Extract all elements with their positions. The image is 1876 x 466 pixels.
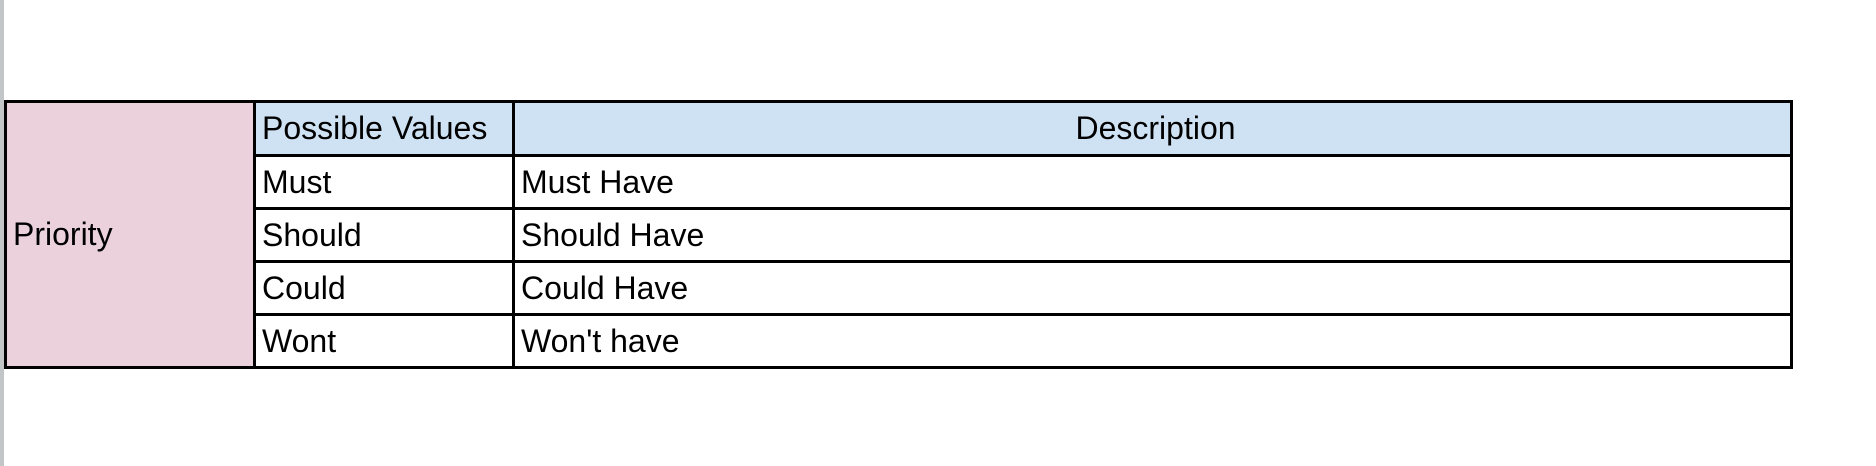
value-cell-could[interactable]: Could: [253, 260, 515, 316]
table-row-must: Must Must Have: [6, 154, 1793, 210]
table-row-could: Could Could Have: [6, 260, 1793, 316]
window-edge-strip: [0, 0, 4, 466]
priority-category-cell[interactable]: Priority: [4, 100, 256, 369]
value-cell-must[interactable]: Must: [253, 154, 515, 210]
value-cell-wont[interactable]: Wont: [253, 313, 515, 369]
value-cell-should[interactable]: Should: [253, 207, 515, 263]
possible-values-header-cell[interactable]: Possible Values: [253, 100, 515, 157]
description-cell-could[interactable]: Could Have: [512, 260, 1793, 316]
description-header-cell[interactable]: Description: [512, 100, 1793, 157]
header-row: Priority Possible Values Description: [4, 100, 1793, 369]
description-cell-must[interactable]: Must Have: [512, 154, 1793, 210]
description-cell-wont[interactable]: Won't have: [512, 313, 1793, 369]
description-cell-should[interactable]: Should Have: [512, 207, 1793, 263]
priority-values-table: Priority Possible Values Description Mus…: [4, 100, 1793, 369]
table-row-wont: Wont Won't have: [6, 313, 1793, 369]
table-row-should: Should Should Have: [6, 207, 1793, 263]
